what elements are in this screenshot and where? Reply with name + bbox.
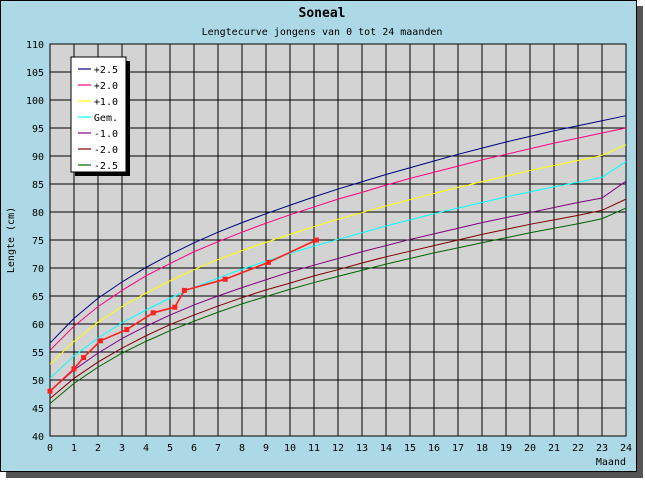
x-tick-label: 4	[143, 443, 149, 454]
chart-subtitle: Lengtecurve jongens van 0 tot 24 maanden	[202, 27, 443, 38]
x-tick-label: 6	[191, 443, 197, 454]
x-tick-label: 19	[500, 443, 512, 454]
measurement-point	[47, 388, 53, 394]
x-tick-label: 11	[308, 443, 320, 454]
x-tick-label: 16	[428, 443, 440, 454]
y-tick-label: 105	[26, 68, 44, 79]
measurement-point	[222, 276, 228, 282]
legend-label: -2.5	[94, 161, 118, 172]
x-tick-label: 13	[356, 443, 368, 454]
x-tick-label: 17	[452, 443, 464, 454]
reference-curves	[49, 115, 627, 404]
legend-label: +2.0	[94, 81, 118, 92]
y-tick-label: 100	[26, 96, 44, 107]
measurement-point	[124, 327, 130, 333]
series-line-+1.0	[49, 144, 627, 365]
legend-label: +2.5	[94, 65, 118, 76]
x-tick-label: 9	[263, 443, 269, 454]
x-tick-label: 2	[95, 443, 101, 454]
x-tick-label: 18	[476, 443, 488, 454]
y-tick-label: 70	[32, 264, 44, 275]
measurement-point	[150, 310, 156, 316]
x-tick-label: 14	[380, 443, 392, 454]
legend-label: -1.0	[94, 129, 118, 140]
x-tick-label: 7	[215, 443, 221, 454]
measurement-point	[97, 338, 103, 344]
axis-ticks: 0 1 2 3 4 5 6 7 8 9 10 11 12 13 14 15 16 17 18 19 20 21 22 23 24…	[26, 40, 632, 454]
x-tick-label: 1	[71, 443, 77, 454]
measurement-point	[265, 259, 271, 265]
y-tick-label: 110	[26, 40, 44, 51]
y-tick-label: 90	[32, 152, 44, 163]
y-tick-label: 60	[32, 320, 44, 331]
y-tick-label: 40	[32, 432, 44, 443]
legend-label: Gem.	[94, 113, 118, 124]
x-tick-label: 22	[572, 443, 584, 454]
series-line-+2.0	[49, 127, 627, 351]
series-line-Gem.	[49, 161, 627, 379]
y-axis-label: Lengte (cm)	[6, 207, 17, 273]
x-tick-label: 15	[404, 443, 416, 454]
measurement-point	[313, 237, 319, 243]
x-tick-label: 24	[620, 443, 632, 454]
x-tick-label: 0	[47, 443, 53, 454]
x-tick-label: 21	[548, 443, 560, 454]
measurement-series	[47, 237, 319, 394]
frame-shadow-right	[637, 6, 643, 478]
x-tick-label: 8	[239, 443, 245, 454]
frame-shadow-bottom	[6, 472, 643, 478]
y-tick-label: 95	[32, 124, 44, 135]
grid	[50, 44, 626, 436]
x-tick-label: 3	[119, 443, 125, 454]
measurement-point	[81, 355, 87, 361]
y-tick-label: 80	[32, 208, 44, 219]
y-tick-label: 85	[32, 180, 44, 191]
measurement-point	[181, 287, 187, 293]
x-tick-label: 5	[167, 443, 173, 454]
x-axis-label: Maand	[596, 457, 626, 468]
chart-title: Soneal	[299, 6, 346, 21]
legend: +2.5 +2.0 +1.0 Gem. -1.0 -2.0 -2.5	[70, 56, 130, 176]
y-tick-label: 50	[32, 376, 44, 387]
legend-label: -2.0	[94, 145, 118, 156]
series-line--2.5	[49, 207, 627, 404]
x-tick-label: 20	[524, 443, 536, 454]
x-tick-label: 12	[332, 443, 344, 454]
measurement-point	[71, 366, 77, 372]
x-tick-label: 10	[284, 443, 296, 454]
series-line--2.0	[49, 198, 627, 399]
y-tick-label: 65	[32, 292, 44, 303]
measurement-point	[172, 304, 178, 310]
y-tick-label: 45	[32, 404, 44, 415]
series-line-+2.5	[49, 115, 627, 344]
legend-label: +1.0	[94, 97, 118, 108]
x-tick-label: 23	[596, 443, 608, 454]
series-line--1.0	[49, 180, 627, 392]
y-tick-label: 55	[32, 348, 44, 359]
y-tick-label: 75	[32, 236, 44, 247]
legend-box	[70, 56, 127, 173]
